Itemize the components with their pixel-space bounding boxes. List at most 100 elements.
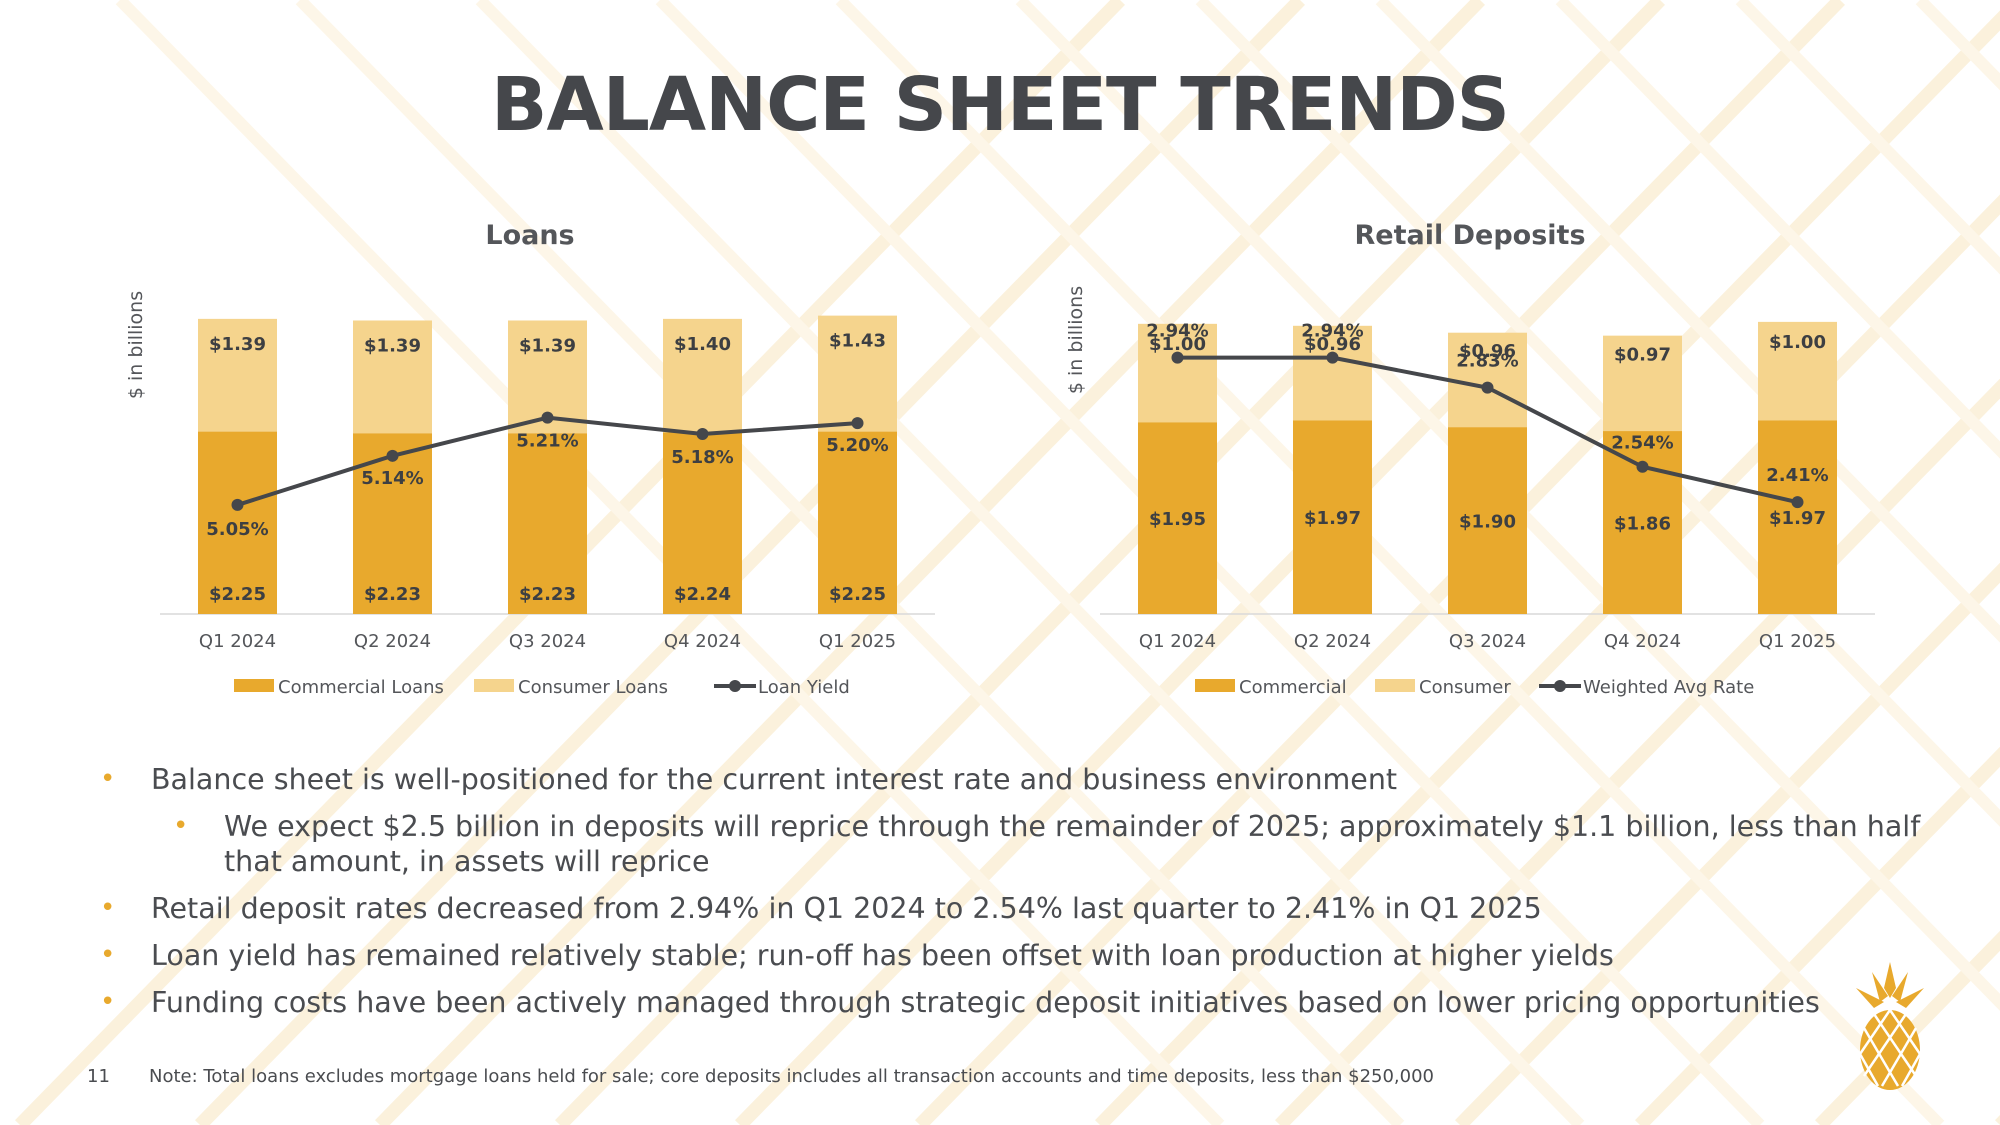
legend-marker	[729, 680, 741, 692]
x-tick-label: Q3 2024	[1449, 631, 1526, 652]
background-line	[734, 0, 1846, 1125]
bullet-dot: •	[100, 987, 116, 1017]
footnote: Note: Total loans excludes mortgage loan…	[149, 1066, 1435, 1087]
chart-title: Retail Deposits	[1354, 220, 1585, 251]
bullet-item: • Balance sheet is well-positioned for th…	[100, 762, 1960, 797]
commercial-data-label: $1.86	[1614, 514, 1671, 535]
x-tick-label: Q3 2024	[509, 631, 586, 652]
loans-chart-svg: Loans $ in billions $2.25 $1.39 Q1 2024 $2.23…	[125, 220, 935, 698]
chart-legend: Commercial Loans Consumer Loans Loan Yield	[234, 677, 850, 698]
consumer-data-label: $1.39	[364, 335, 421, 356]
page-number: 11	[87, 1066, 110, 1087]
commercial-data-label: $1.97	[1304, 508, 1361, 529]
consumer-data-label: $1.43	[829, 331, 886, 352]
bullet-text: Funding costs have been actively managed…	[151, 986, 1820, 1019]
background-line	[1195, 0, 2000, 827]
line-data-label: 5.20%	[826, 435, 888, 456]
background-line	[1375, 0, 2000, 643]
bar-consumer	[1293, 325, 1372, 421]
consumer-data-label: $1.00	[1769, 332, 1826, 353]
bar-commercial	[1448, 427, 1527, 614]
bullet-item: • Retail deposit rates decreased from 2.9…	[100, 891, 1960, 926]
background-line	[554, 0, 1666, 1125]
bar-consumer	[663, 318, 742, 433]
line-point	[1481, 381, 1494, 394]
consumer-data-label: $1.00	[1149, 334, 1206, 355]
legend-label: Consumer	[1419, 677, 1511, 698]
bar-commercial	[508, 433, 587, 614]
bullet-item: • Loan yield has remained relatively stab…	[100, 938, 1960, 973]
background-line	[1634, 746, 2000, 1125]
x-tick-label: Q1 2025	[819, 631, 896, 652]
background-line	[194, 0, 1306, 1125]
legend-swatch	[1195, 679, 1235, 692]
line-data-label: 2.54%	[1611, 433, 1673, 454]
line-point	[1791, 496, 1804, 509]
consumer-data-label: $1.39	[519, 335, 576, 356]
loans-chart: Loans $ in billions $2.25 $1.39 Q1 2024 $2.23…	[110, 200, 1050, 720]
bar-consumer	[353, 320, 432, 434]
chart-title: Loans	[485, 220, 574, 251]
bar-consumer	[1603, 335, 1682, 432]
line-data-label: 5.14%	[361, 468, 423, 489]
bar-consumer	[818, 315, 897, 432]
line-data-label: 2.94%	[1146, 321, 1208, 342]
line-data-label: 2.41%	[1766, 465, 1828, 486]
bar-commercial	[663, 432, 742, 614]
y-axis-label: $ in billions	[1065, 286, 1087, 394]
bullet-dot: •	[100, 893, 116, 923]
retail-deposits-chart: Retail Deposits $ in billions $1.95 $1.00 Q1…	[1050, 200, 1990, 720]
background-line	[475, 0, 1585, 1125]
background-line	[1735, 0, 2000, 275]
commercial-data-label: $2.24	[674, 584, 731, 605]
commercial-data-label: $2.25	[209, 584, 266, 605]
bullet-dot: •	[173, 811, 189, 841]
chart-legend: Commercial Consumer Weighted Avg Rate	[1195, 677, 1754, 698]
legend-swatch	[234, 679, 274, 692]
background-line	[1555, 0, 2000, 459]
bullet-text: Balance sheet is well-positioned for the…	[151, 763, 1398, 796]
line-point	[231, 498, 244, 511]
legend-swatch	[474, 679, 514, 692]
line-data-label: 5.05%	[206, 519, 268, 540]
slide-title: BALANCE SHEET TRENDS	[491, 62, 1510, 148]
x-tick-label: Q1 2024	[1139, 631, 1216, 652]
pineapple-logo-icon	[1856, 962, 1924, 1090]
consumer-data-label: $0.96	[1304, 334, 1361, 355]
bar-commercial	[198, 431, 277, 614]
x-tick-label: Q2 2024	[1294, 631, 1371, 652]
bullet-dot: •	[100, 940, 116, 970]
x-tick-label: Q1 2024	[199, 631, 276, 652]
line-data-label: 2.83%	[1456, 351, 1518, 372]
line-point	[696, 428, 709, 440]
commercial-data-label: $2.23	[364, 584, 421, 605]
y-axis-label: $ in billions	[125, 291, 147, 399]
bar-commercial	[1138, 422, 1217, 614]
bar-consumer	[1758, 321, 1837, 421]
bar-consumer	[1138, 323, 1217, 423]
sub-bullet-item: • We expect $2.5 billion in deposits will…	[173, 809, 1960, 879]
legend-label: Weighted Avg Rate	[1583, 677, 1754, 698]
legend-label: Loan Yield	[758, 677, 850, 698]
bullet-text: Retail deposit rates decreased from 2.94…	[151, 892, 1542, 925]
retail-deposits-chart-svg: Retail Deposits $ in billions $1.95 $1.00 Q1…	[1065, 220, 1875, 698]
bullet-item: • Funding costs have been actively manage…	[100, 985, 1960, 1020]
consumer-data-label: $0.97	[1614, 344, 1671, 365]
x-tick-label: Q1 2025	[1759, 631, 1836, 652]
commercial-data-label: $2.23	[519, 584, 576, 605]
legend-label: Commercial	[1239, 677, 1347, 698]
background-line	[1454, 562, 2000, 1125]
legend-marker	[1554, 680, 1566, 692]
line-point	[1171, 351, 1184, 364]
line-point	[1326, 351, 1339, 364]
bar-consumer	[198, 318, 277, 432]
line-point	[851, 417, 864, 430]
x-tick-label: Q4 2024	[1604, 631, 1681, 652]
x-tick-label: Q4 2024	[664, 631, 741, 652]
line-data-label: 5.18%	[671, 447, 733, 468]
bar-commercial	[1293, 420, 1372, 614]
commercial-data-label: $2.25	[829, 584, 886, 605]
commercial-data-label: $1.95	[1149, 509, 1206, 530]
bullet-dot: •	[100, 764, 116, 794]
line-data-label: 2.94%	[1301, 321, 1363, 342]
